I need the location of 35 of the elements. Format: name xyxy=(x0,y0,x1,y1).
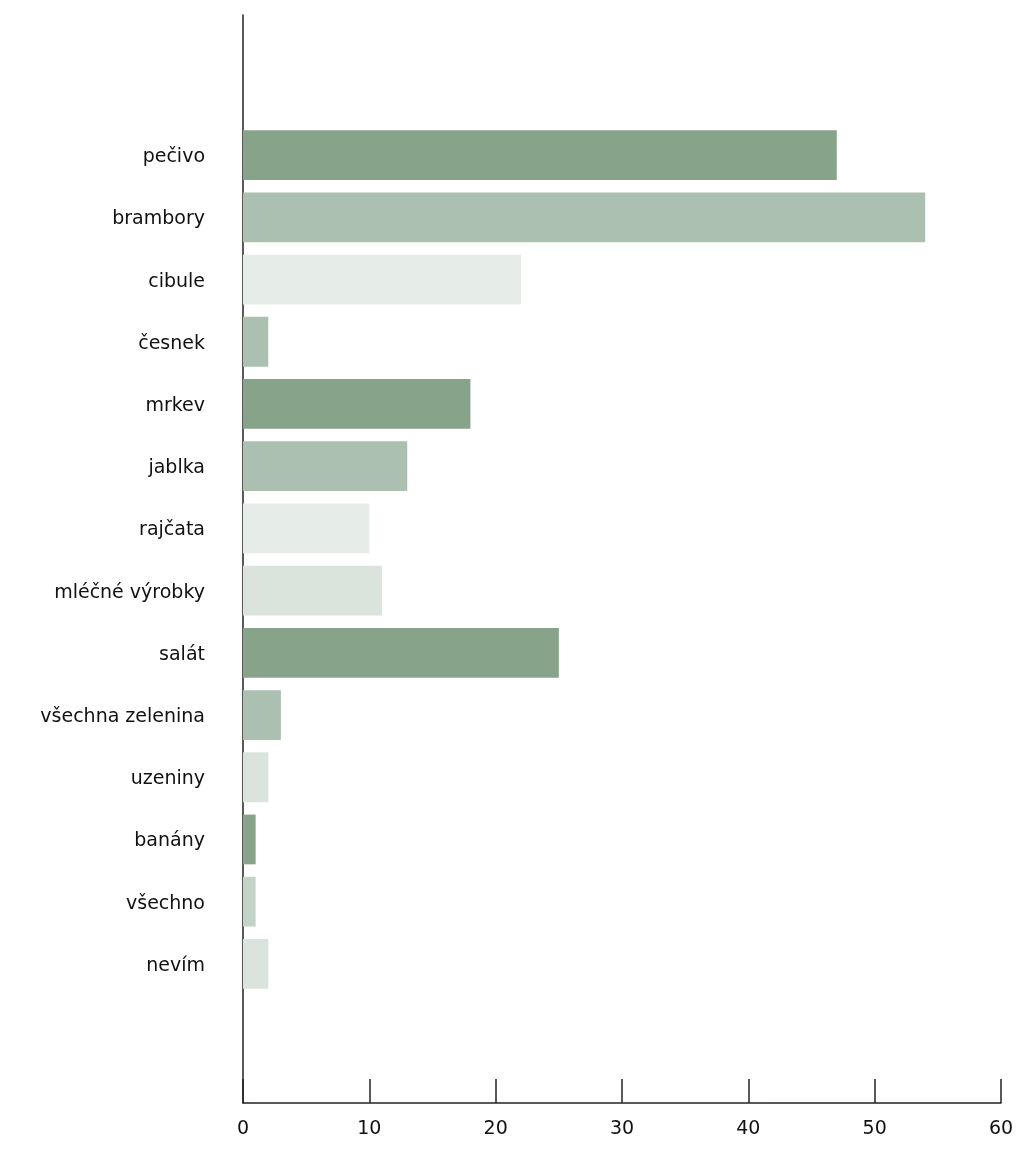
y-tick-label: česnek xyxy=(138,330,205,353)
y-tick-label: nevím xyxy=(146,952,205,975)
bar xyxy=(243,254,521,305)
bar xyxy=(243,441,408,492)
bar xyxy=(243,503,370,554)
y-tick-label: salát xyxy=(159,641,205,664)
bar xyxy=(243,379,471,429)
y-tick-label: mléčné výrobky xyxy=(54,579,205,602)
bar xyxy=(243,814,256,865)
bar xyxy=(243,690,281,740)
x-tick-label: 30 xyxy=(609,1115,635,1138)
bar xyxy=(243,192,926,243)
y-tick-label: rajčata xyxy=(139,517,205,540)
bar xyxy=(243,565,382,616)
bar xyxy=(243,939,269,989)
bar xyxy=(243,752,269,803)
y-tick-label: uzeniny xyxy=(130,766,205,789)
x-tick-label: 10 xyxy=(357,1115,382,1138)
y-tick-label: cibule xyxy=(148,268,205,291)
x-tick-label: 20 xyxy=(483,1115,508,1138)
bar xyxy=(243,627,559,678)
bar xyxy=(243,876,256,927)
bar xyxy=(243,130,837,180)
y-tick-label: mrkev xyxy=(145,392,205,415)
y-tick-label: brambory xyxy=(112,206,205,229)
x-tick-label: 40 xyxy=(736,1115,761,1138)
y-tick-label: banány xyxy=(134,828,205,851)
y-tick-label: všechno xyxy=(126,890,205,913)
y-tick-label: pečivo xyxy=(142,144,205,167)
x-tick-label: 60 xyxy=(988,1115,1014,1138)
x-tick-label: 0 xyxy=(236,1115,250,1138)
y-tick-label: jablka xyxy=(147,455,205,478)
bar xyxy=(243,316,269,367)
x-tick-label: 50 xyxy=(862,1115,887,1138)
y-tick-label: všechna zelenina xyxy=(40,704,205,727)
